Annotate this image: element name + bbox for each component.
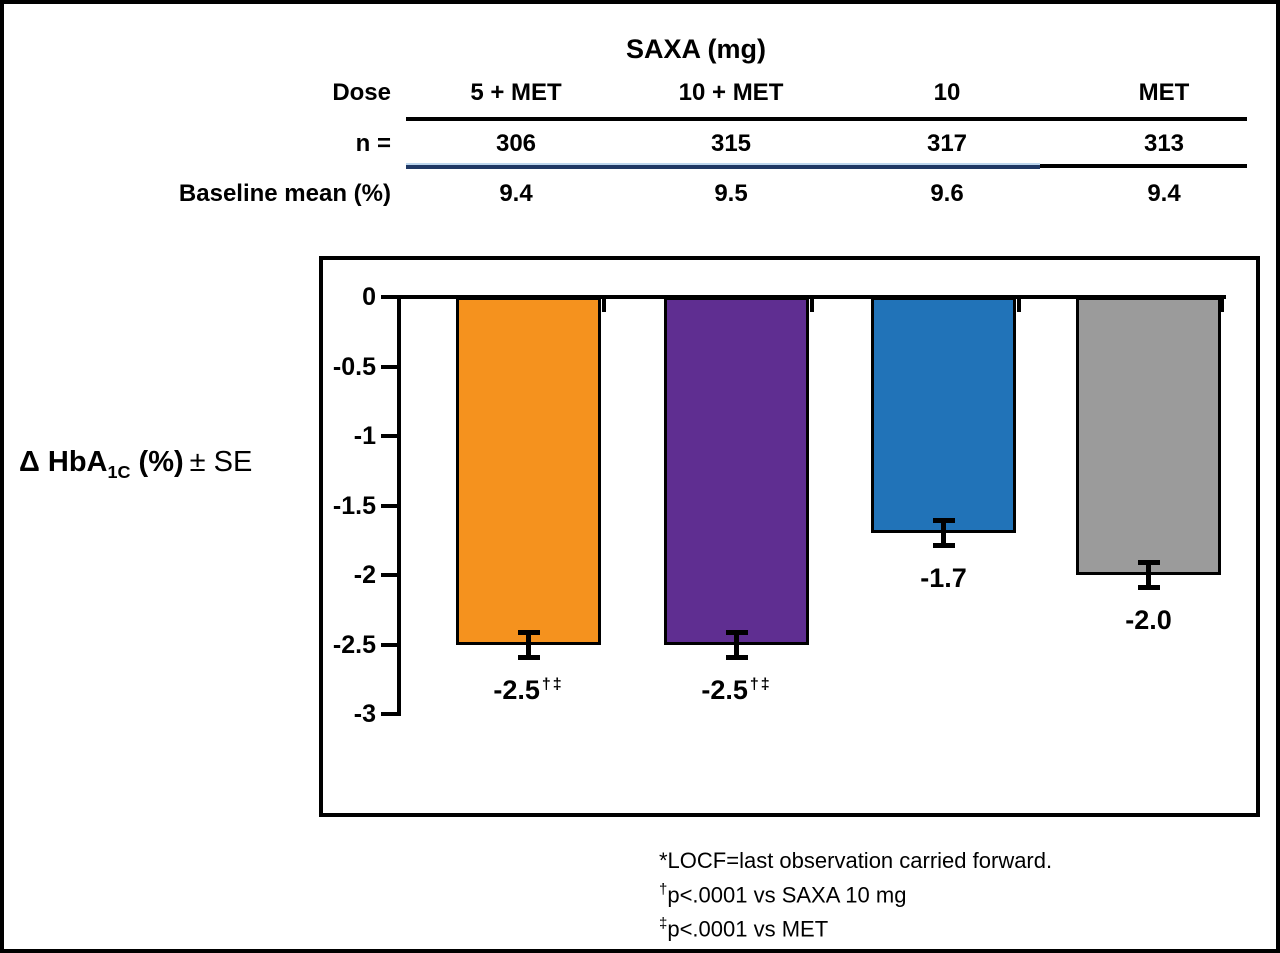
bar-saxa-10-met — [664, 297, 809, 645]
y-tick-label: -3 — [353, 700, 376, 728]
dose-value: 5 + MET — [470, 79, 562, 106]
x-axis-tick — [810, 299, 814, 312]
y-tick-label: -2.5 — [332, 630, 376, 659]
x-axis-tick — [1220, 299, 1224, 312]
y-axis-title-unit: (%) — [130, 446, 184, 478]
y-axis-tick — [381, 712, 397, 716]
table-rule-black-segment — [1040, 164, 1247, 168]
n-value: 315 — [710, 130, 752, 157]
baseline-value: 9.4 — [1147, 180, 1181, 207]
footnote-line: †p<.0001 vs SAXA 10 mg — [659, 875, 1052, 909]
dose-value: MET — [1138, 79, 1190, 106]
y-tick-label: -1.5 — [332, 491, 376, 520]
footnote-text: *LOCF=last observation carried forward. — [659, 848, 1053, 873]
x-axis-tick — [1017, 299, 1021, 312]
bar-met — [1076, 297, 1221, 575]
y-tick-label: -0.5 — [332, 352, 376, 381]
row-label-dose: Dose — [332, 79, 391, 106]
y-axis-tick — [381, 642, 397, 647]
table-rule-top — [406, 117, 1247, 121]
baseline-value: 9.6 — [930, 180, 964, 207]
error-bar-stem — [526, 629, 531, 660]
table-rule-blue-segment — [406, 163, 1040, 169]
footnote-text: p<.0001 vs SAXA 10 mg — [667, 882, 907, 908]
y-axis-title-se: ± SE — [189, 446, 253, 478]
error-bar-stem — [1146, 560, 1151, 590]
n-value: 317 — [926, 130, 968, 157]
bar-value-label: -2.0 — [1059, 605, 1239, 636]
y-axis-tick — [381, 573, 397, 577]
baseline-value: 9.4 — [499, 180, 533, 207]
y-axis-tick — [381, 295, 397, 299]
footnote-dagger: ‡ — [659, 915, 668, 933]
footnote-text: p<.0001 vs MET — [667, 916, 829, 942]
y-axis-tick — [381, 503, 397, 508]
y-axis-tick — [381, 434, 397, 438]
y-tick-label: -1 — [353, 422, 376, 450]
bar-value-text: -1.7 — [920, 563, 967, 594]
dose-value: 10 + MET — [678, 79, 784, 106]
saxa-group-title: SAXA (mg) — [626, 34, 766, 64]
footnote-dagger: † — [659, 881, 668, 898]
significance-daggers: †‡ — [541, 675, 564, 693]
bar-value-text: -2.5 — [701, 674, 748, 705]
y-axis-title-subscript: 1C — [107, 461, 131, 482]
footnote-line: *LOCF=last observation carried forward. — [659, 846, 1052, 875]
error-bar-saxa-10 — [932, 518, 955, 549]
error-bar-saxa-5-met — [517, 629, 540, 660]
x-axis-tick — [602, 299, 606, 312]
bar-value-text: -2.5 — [493, 674, 540, 705]
error-bar-stem — [734, 629, 739, 660]
y-axis-title: Δ HbA1C (%) ± SE — [19, 446, 252, 483]
row-label-baseline-mean: Baseline mean (%) — [178, 180, 391, 207]
error-bar-met — [1137, 560, 1160, 590]
bar-value-text: -2.0 — [1125, 605, 1172, 635]
bar-value-label: -2.5 †‡ — [439, 675, 619, 706]
bar-value-label: -1.7 — [854, 563, 1034, 594]
n-value: 306 — [495, 130, 537, 157]
footnotes: *LOCF=last observation carried forward. †… — [659, 846, 1052, 944]
n-value: 313 — [1143, 130, 1185, 157]
y-tick-label: 0 — [362, 283, 376, 311]
dose-value: 10 — [933, 79, 961, 106]
error-bar-saxa-10-met — [725, 629, 748, 660]
y-tick-label: -2 — [353, 561, 376, 589]
y-axis-title-main: Δ HbA — [19, 446, 108, 478]
significance-daggers: †‡ — [749, 675, 772, 693]
y-axis-tick — [381, 364, 397, 369]
y-axis-line — [397, 295, 401, 716]
error-bar-stem — [941, 518, 946, 549]
bar-saxa-10 — [871, 297, 1016, 534]
bar-saxa-5-met — [456, 297, 601, 645]
row-label-n: n = — [355, 130, 391, 157]
baseline-value: 9.5 — [714, 180, 748, 207]
footnote-line: ‡p<.0001 vs MET — [659, 909, 1052, 943]
bar-value-label: -2.5 †‡ — [647, 675, 827, 706]
